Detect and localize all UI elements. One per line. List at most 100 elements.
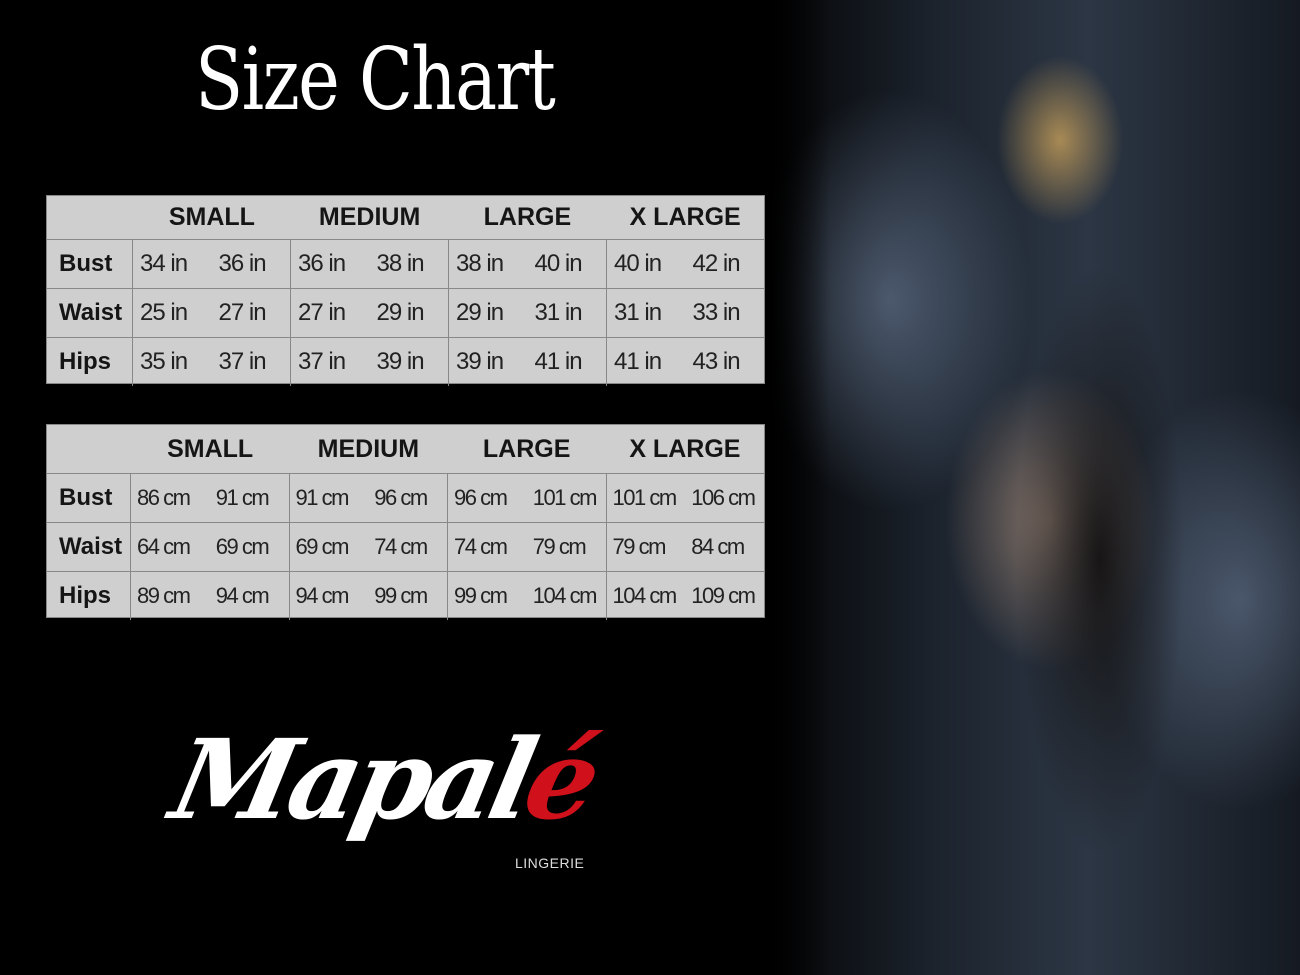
size-group: 86 cm 91 cm: [131, 474, 290, 522]
size-group: 64 cm 69 cm: [131, 523, 290, 571]
table-header: SMALL MEDIUM LARGE X LARGE: [47, 196, 764, 240]
measurement-cell: 101 cm: [532, 485, 598, 510]
size-header: X LARGE: [629, 203, 741, 231]
size-table-cm: SMALL MEDIUM LARGE X LARGE Bust 86 cm 91 cm 91 …: [46, 424, 765, 620]
measurement-cell: 34 in: [140, 250, 188, 277]
size-group: 74 cm 79 cm: [448, 523, 607, 571]
size-group: 36 in 38 in: [291, 240, 449, 288]
size-group: 35 in 37 in: [133, 338, 291, 386]
size-group: 29 in 31 in: [449, 289, 607, 337]
header-blank: [47, 196, 133, 239]
header-blank: [47, 425, 131, 473]
table-row: Hips 35 in 37 in 37 in 39 in 39 in 41 in 41 in 4…: [47, 338, 764, 386]
measurement-cell: 74 cm: [374, 534, 428, 559]
measurement-cell: 37 in: [218, 348, 267, 375]
measurement-cell: 109 cm: [691, 583, 756, 608]
measurement-cell: 64 cm: [137, 534, 191, 559]
measurement-cell: 29 in: [376, 299, 425, 326]
measurement-cell: 36 in: [218, 250, 267, 277]
measurement-cell: 38 in: [376, 250, 425, 277]
table-row: Waist 25 in 27 in 27 in 29 in 29 in 31 in 31 in…: [47, 289, 764, 338]
measurement-cell: 91 cm: [215, 485, 270, 510]
table-row: Bust 86 cm 91 cm 91 cm 96 cm 96 cm 101 cm 101 c…: [47, 474, 764, 523]
measurement-cell: 104 cm: [532, 583, 598, 608]
measurement-cell: 42 in: [692, 250, 741, 277]
size-group: 101 cm 106 cm: [607, 474, 765, 522]
measurement-cell: 96 cm: [454, 485, 508, 510]
size-header: MEDIUM: [318, 203, 421, 231]
size-group: 89 cm 94 cm: [131, 572, 290, 620]
table-header: SMALL MEDIUM LARGE X LARGE: [47, 425, 764, 474]
measurement-cell: 33 in: [692, 299, 741, 326]
row-label: Waist: [47, 289, 133, 337]
size-group: 39 in 41 in: [449, 338, 607, 386]
page-title: Size Chart: [195, 30, 556, 130]
brand-subtitle: LINGERIE: [515, 855, 585, 871]
measurement-cell: 79 cm: [532, 534, 587, 559]
brand-logo: Mapalé: [161, 715, 606, 844]
size-group: 99 cm 104 cm: [448, 572, 607, 620]
measurement-cell: 41 in: [534, 348, 583, 375]
table-row: Bust 34 in 36 in 36 in 38 in 38 in 40 in 40 in 4…: [47, 240, 764, 289]
measurement-cell: 27 in: [218, 299, 267, 326]
measurement-cell: 86 cm: [137, 485, 191, 510]
row-label: Hips: [47, 338, 133, 386]
measurement-cell: 35 in: [140, 348, 188, 375]
size-header: X LARGE: [629, 435, 741, 463]
measurement-cell: 96 cm: [374, 485, 428, 510]
measurement-cell: 39 in: [456, 348, 504, 375]
size-header: LARGE: [482, 435, 571, 463]
size-group: 94 cm 99 cm: [290, 572, 448, 620]
measurement-cell: 106 cm: [691, 485, 756, 510]
measurement-cell: 29 in: [456, 299, 504, 326]
measurement-cell: 89 cm: [137, 583, 191, 608]
measurement-cell: 79 cm: [612, 534, 667, 559]
model-photo: [770, 0, 1300, 975]
size-group: 96 cm 101 cm: [448, 474, 607, 522]
measurement-cell: 84 cm: [691, 534, 745, 559]
measurement-cell: 27 in: [298, 299, 346, 326]
measurement-cell: 25 in: [140, 299, 188, 326]
measurement-cell: 39 in: [376, 348, 425, 375]
size-header: LARGE: [483, 203, 572, 231]
size-header: SMALL: [168, 203, 255, 231]
size-group: 27 in 29 in: [291, 289, 449, 337]
measurement-cell: 37 in: [298, 348, 346, 375]
table-row: Hips 89 cm 94 cm 94 cm 99 cm 99 cm 104 cm 104 c…: [47, 572, 764, 620]
size-group: 38 in 40 in: [449, 240, 607, 288]
measurement-cell: 91 cm: [295, 485, 350, 510]
size-group: 79 cm 84 cm: [607, 523, 765, 571]
measurement-cell: 31 in: [614, 299, 662, 326]
measurement-cell: 94 cm: [295, 583, 350, 608]
size-group: 69 cm 74 cm: [290, 523, 448, 571]
measurement-cell: 38 in: [456, 250, 504, 277]
measurement-cell: 43 in: [692, 348, 741, 375]
measurement-cell: 40 in: [614, 250, 662, 277]
size-header: MEDIUM: [317, 435, 420, 463]
row-label: Bust: [47, 474, 131, 522]
size-group: 41 in 43 in: [607, 338, 764, 386]
row-label: Hips: [47, 572, 131, 620]
measurement-cell: 99 cm: [454, 583, 508, 608]
size-table-inches: SMALL MEDIUM LARGE X LARGE Bust 34 in 36 in 36 …: [46, 195, 765, 386]
size-header: SMALL: [167, 435, 254, 463]
size-group: 37 in 39 in: [291, 338, 449, 386]
measurement-cell: 104 cm: [612, 583, 678, 608]
measurement-cell: 94 cm: [215, 583, 270, 608]
size-group: 104 cm 109 cm: [607, 572, 765, 620]
measurement-cell: 41 in: [614, 348, 662, 375]
measurement-cell: 74 cm: [454, 534, 508, 559]
row-label: Waist: [47, 523, 131, 571]
size-group: 91 cm 96 cm: [290, 474, 448, 522]
measurement-cell: 40 in: [534, 250, 583, 277]
size-group: 34 in 36 in: [133, 240, 291, 288]
measurement-cell: 69 cm: [215, 534, 270, 559]
measurement-cell: 31 in: [534, 299, 583, 326]
table-row: Waist 64 cm 69 cm 69 cm 74 cm 74 cm 79 cm 79 cm…: [47, 523, 764, 572]
measurement-cell: 99 cm: [374, 583, 428, 608]
measurement-cell: 69 cm: [295, 534, 350, 559]
size-group: 25 in 27 in: [133, 289, 291, 337]
size-group: 31 in 33 in: [607, 289, 764, 337]
measurement-cell: 36 in: [298, 250, 346, 277]
size-group: 40 in 42 in: [607, 240, 764, 288]
